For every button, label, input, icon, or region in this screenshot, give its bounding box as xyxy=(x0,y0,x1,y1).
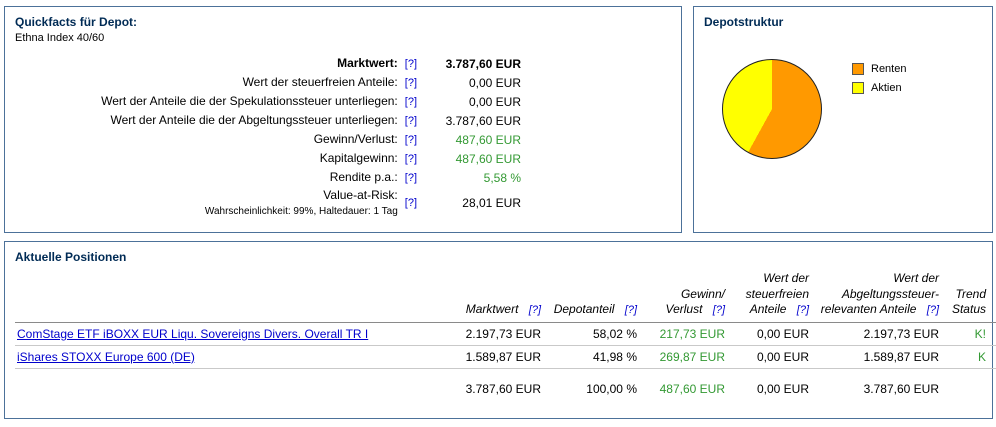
help-link[interactable]: [?] xyxy=(926,304,939,317)
depotstruktur-title: Depotstruktur xyxy=(704,15,784,29)
quickfacts-label: Wert der Anteile die der Abgeltungssteue… xyxy=(110,113,398,127)
pie-chart xyxy=(722,59,822,159)
column-header-depotanteil: Depotanteil [?] xyxy=(553,302,637,317)
help-link[interactable]: [?] xyxy=(404,95,417,108)
spacer-row xyxy=(15,368,996,378)
position-name-cell: ComStage ETF iBOXX EUR Liqu. Sovereigns … xyxy=(15,322,447,345)
quickfacts-panel: Quickfacts für Depot: Ethna Index 40/60 … xyxy=(4,6,682,233)
quickfacts-label: Value-at-Risk: Wahrscheinlichkeit: 99%, … xyxy=(205,188,398,219)
positions-table: Marktwert [?] Depotanteil [?] Gewinn/ Ve… xyxy=(15,268,996,400)
depotanteil-cell: 41,98 % xyxy=(592,349,637,364)
quickfacts-value: 3.787,60 EUR xyxy=(445,113,521,128)
quickfacts-depot-name: Ethna Index 40/60 xyxy=(15,32,105,44)
quickfacts-value: 5,58 % xyxy=(483,170,521,185)
quickfacts-rows: Marktwert: [?] 3.787,60 EUR Wert der ste… xyxy=(15,54,681,220)
column-header-abgeltungssteuer-anteile: Wert der Abgeltungssteuer- relevanten An… xyxy=(820,271,939,317)
total-gewinn: 487,60 EUR xyxy=(659,382,725,397)
column-header-trend-status: Trend Status xyxy=(951,286,986,317)
quickfacts-label: Kapitalgewinn: xyxy=(319,151,398,165)
quickfacts-value: 0,00 EUR xyxy=(468,94,521,109)
positions-title: Aktuelle Positionen xyxy=(15,250,127,264)
depotanteil-cell: 58,02 % xyxy=(592,326,637,341)
abgeltung-cell: 1.589,87 EUR xyxy=(863,349,939,364)
totals-empty-cell xyxy=(15,378,447,400)
column-header-steuerfreie-anteile: Wert der steuerfreien Anteile [?] xyxy=(745,271,809,317)
total-steuerfrei: 0,00 EUR xyxy=(756,382,809,397)
total-depotanteil: 100,00 % xyxy=(586,382,637,397)
column-header-marktwert: Marktwert [?] xyxy=(465,302,541,317)
steuerfrei-cell: 0,00 EUR xyxy=(756,349,809,364)
help-link[interactable]: [?] xyxy=(404,114,417,127)
help-link[interactable]: [?] xyxy=(404,152,417,165)
steuerfrei-cell: 0,00 EUR xyxy=(756,326,809,341)
help-link[interactable]: [?] xyxy=(404,57,417,70)
quickfacts-value: 487,60 EUR xyxy=(455,132,521,147)
help-link[interactable]: [?] xyxy=(404,171,417,184)
quickfacts-row-gewinn-verlust: Gewinn/Verlust: [?] 487,60 EUR xyxy=(15,130,521,149)
value-at-risk-sublabel: Wahrscheinlichkeit: 99%, Haltedauer: 1 T… xyxy=(204,206,398,217)
quickfacts-value: 3.787,60 EUR xyxy=(445,56,521,71)
marktwert-cell: 2.197,73 EUR xyxy=(465,326,541,341)
legend-label-aktien: Aktien xyxy=(871,82,902,94)
total-trend-empty xyxy=(945,378,996,400)
marktwert-cell: 1.589,87 EUR xyxy=(465,349,541,364)
quickfacts-row-steuerfreie-anteile: Wert der steuerfreien Anteile: [?] 0,00 … xyxy=(15,73,521,92)
depotstruktur-panel: Depotstruktur Renten Aktien xyxy=(693,6,993,233)
quickfacts-label: Gewinn/Verlust: xyxy=(313,132,398,146)
position-link[interactable]: iShares STOXX Europe 600 (DE) xyxy=(17,349,195,364)
gewinn-cell: 217,73 EUR xyxy=(659,326,725,341)
total-marktwert: 3.787,60 EUR xyxy=(465,382,541,397)
help-link[interactable]: [?] xyxy=(712,304,725,317)
legend-item-aktien: Aktien xyxy=(852,82,906,94)
help-link[interactable]: [?] xyxy=(404,76,417,89)
quickfacts-label: Wert der Anteile die der Spekulationsste… xyxy=(101,94,398,108)
trend-status: K! xyxy=(974,326,986,341)
quickfacts-label: Wert der steuerfreien Anteile: xyxy=(242,75,398,89)
help-link[interactable]: [?] xyxy=(624,304,637,317)
quickfacts-row-marktwert: Marktwert: [?] 3.787,60 EUR xyxy=(15,54,521,73)
top-row: Quickfacts für Depot: Ethna Index 40/60 … xyxy=(4,6,993,233)
gewinn-cell: 269,87 EUR xyxy=(659,349,725,364)
pie-legend: Renten Aktien xyxy=(852,63,906,101)
position-row-ishares: iShares STOXX Europe 600 (DE) 1.589,87 E… xyxy=(15,345,996,369)
trend-status: K xyxy=(977,349,986,364)
legend-swatch-aktien xyxy=(852,82,864,94)
position-row-comstage: ComStage ETF iBOXX EUR Liqu. Sovereigns … xyxy=(15,322,996,346)
legend-item-renten: Renten xyxy=(852,63,906,75)
position-link[interactable]: ComStage ETF iBOXX EUR Liqu. Sovereigns … xyxy=(17,326,369,341)
quickfacts-row-value-at-risk: Value-at-Risk: Wahrscheinlichkeit: 99%, … xyxy=(15,187,521,220)
help-link[interactable]: [?] xyxy=(404,133,417,146)
totals-row: 3.787,60 EUR 100,00 % 487,60 EUR 0,00 EU… xyxy=(15,378,996,400)
quickfacts-title: Quickfacts für Depot: xyxy=(15,15,138,29)
quickfacts-row-kapitalgewinn: Kapitalgewinn: [?] 487,60 EUR xyxy=(15,149,521,168)
legend-label-renten: Renten xyxy=(871,63,907,75)
quickfacts-row-abgeltungssteuer: Wert der Anteile die der Abgeltungssteue… xyxy=(15,111,521,130)
total-abgeltung: 3.787,60 EUR xyxy=(863,382,939,397)
quickfacts-label: Marktwert: xyxy=(337,56,398,70)
positions-panel: Aktuelle Positionen Marktwert [?] Depota… xyxy=(4,241,996,419)
value-at-risk-label: Value-at-Risk: xyxy=(323,188,398,202)
column-header-gewinn-verlust: Gewinn/ Verlust [?] xyxy=(665,286,725,317)
quickfacts-row-spekulationssteuer: Wert der Anteile die der Spekulationsste… xyxy=(15,92,521,111)
help-link[interactable]: [?] xyxy=(796,304,809,317)
help-link[interactable]: [?] xyxy=(404,197,417,210)
help-link[interactable]: [?] xyxy=(528,304,541,317)
abgeltung-cell: 2.197,73 EUR xyxy=(863,326,939,341)
depotstruktur-chart-area: Renten Aktien xyxy=(704,29,992,159)
position-name-cell: iShares STOXX Europe 600 (DE) xyxy=(15,345,447,368)
positions-header-row: Marktwert [?] Depotanteil [?] Gewinn/ Ve… xyxy=(15,268,996,323)
column-header-name xyxy=(15,268,447,322)
legend-swatch-renten xyxy=(852,63,864,75)
quickfacts-value: 487,60 EUR xyxy=(455,151,521,166)
quickfacts-label: Rendite p.a.: xyxy=(329,170,398,184)
quickfacts-row-rendite: Rendite p.a.: [?] 5,58 % xyxy=(15,168,521,187)
quickfacts-value: 28,01 EUR xyxy=(462,196,521,211)
quickfacts-value: 0,00 EUR xyxy=(468,75,521,90)
